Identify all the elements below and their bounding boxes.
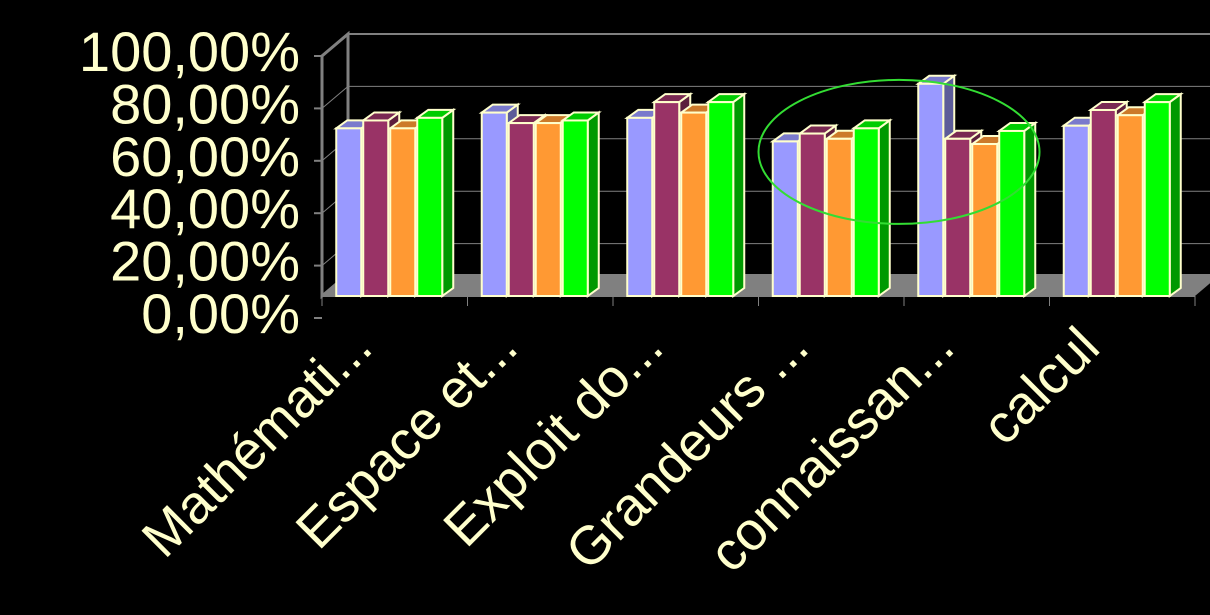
- bar-front: [917, 82, 945, 297]
- bar: [996, 120, 1039, 298]
- bar-front: [1116, 114, 1144, 297]
- bar: [705, 92, 748, 298]
- x-tick-labels: Mathémati...Espace et...Exploit do...Gra…: [131, 316, 1111, 583]
- bar: [414, 107, 457, 298]
- bar-front: [707, 101, 735, 298]
- bar-front: [798, 132, 826, 297]
- bar-front: [998, 129, 1026, 297]
- x-tick-label: calcul: [971, 316, 1111, 456]
- bar-front: [1143, 101, 1171, 298]
- y-tick-label: 100,00%: [79, 20, 300, 83]
- bar-side: [1168, 92, 1182, 298]
- bar-front: [416, 116, 444, 297]
- y-tick-label: 80,00%: [110, 72, 300, 135]
- bar-front: [362, 119, 390, 297]
- bar-front: [1089, 108, 1117, 298]
- bar-front: [653, 101, 681, 298]
- bar: [850, 118, 893, 298]
- bar-side: [877, 118, 891, 298]
- gridline-side: [321, 33, 349, 57]
- highlight-ellipse: [757, 78, 1041, 225]
- bar-front: [626, 116, 654, 297]
- y-tick-label: 0,00%: [141, 282, 300, 345]
- bar-side: [586, 110, 600, 298]
- bar: [559, 110, 602, 298]
- bar-front: [971, 143, 999, 297]
- bar-front: [480, 111, 508, 297]
- y-tick-label: 60,00%: [110, 125, 300, 188]
- bar-front: [534, 122, 562, 297]
- bar-side: [441, 107, 455, 298]
- bar-front: [335, 127, 363, 297]
- highlight-annotation: [757, 78, 1041, 225]
- bar-front: [507, 122, 535, 297]
- bar-front: [389, 127, 417, 297]
- bar-front: [771, 140, 799, 297]
- bar-side: [732, 92, 746, 298]
- bar: [1141, 92, 1184, 298]
- y-tick-label: 20,00%: [110, 230, 300, 293]
- bar-front: [1062, 124, 1090, 297]
- bar-front: [561, 119, 589, 297]
- bar-front: [680, 111, 708, 297]
- y-tick-label: 40,00%: [110, 177, 300, 240]
- bar-side: [1023, 120, 1037, 298]
- bar-front: [852, 127, 880, 297]
- bars: [333, 73, 1184, 298]
- y-tick-labels: 0,00%20,00%40,00%60,00%80,00%100,00%: [79, 20, 300, 345]
- gridline-side: [321, 86, 349, 109]
